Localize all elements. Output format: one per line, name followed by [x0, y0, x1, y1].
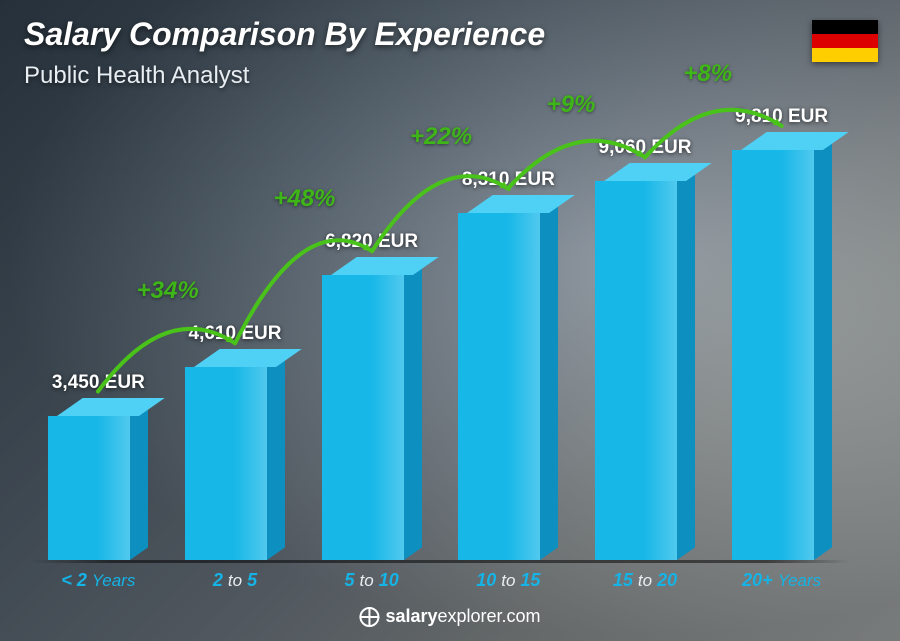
bar-front: [458, 213, 540, 560]
increase-pct-label: +9%: [547, 91, 596, 119]
bar-x-label: 10 to 15: [448, 570, 568, 591]
flag-stripe-2: [812, 34, 878, 48]
globe-icon: [359, 607, 379, 627]
flag-stripe-1: [812, 20, 878, 34]
increase-pct-label: +8%: [683, 60, 732, 88]
bar-side: [404, 262, 422, 560]
footer-text-rest: explorer.com: [438, 606, 541, 626]
increase-pct-label: +22%: [410, 123, 472, 151]
increase-pct-label: +48%: [273, 185, 335, 213]
page-title: Salary Comparison By Experience: [24, 16, 545, 53]
bar-side: [540, 200, 558, 560]
footer-text-bold: salary: [385, 606, 437, 626]
bar-x-label: 15 to 20: [585, 570, 705, 591]
footer-brand: salaryexplorer.com: [359, 606, 540, 627]
germany-flag-icon: [812, 20, 878, 62]
bar-front: [48, 416, 130, 560]
bar-front: [732, 150, 814, 560]
bar-x-label: 5 to 10: [312, 570, 432, 591]
bar-x-label: 20+ Years: [722, 570, 842, 591]
flag-stripe-3: [812, 48, 878, 62]
bar: [732, 150, 832, 560]
bar-front: [595, 181, 677, 560]
bar: [48, 416, 148, 560]
bar: [595, 181, 695, 560]
infographic-stage: Salary Comparison By Experience Public H…: [0, 0, 900, 641]
bar-x-label: 2 to 5: [175, 570, 295, 591]
bar-side: [677, 168, 695, 560]
increase-pct-label: +34%: [137, 277, 199, 305]
footer-text: salaryexplorer.com: [385, 606, 540, 627]
bar-side: [814, 137, 832, 560]
bar-side: [130, 403, 148, 560]
salary-bar-chart: 3,450 EUR< 2 Years4,610 EUR2 to 56,820 E…: [30, 73, 850, 593]
bar: [458, 213, 558, 560]
bar-side: [267, 354, 285, 560]
bar-x-label: < 2 Years: [38, 570, 158, 591]
